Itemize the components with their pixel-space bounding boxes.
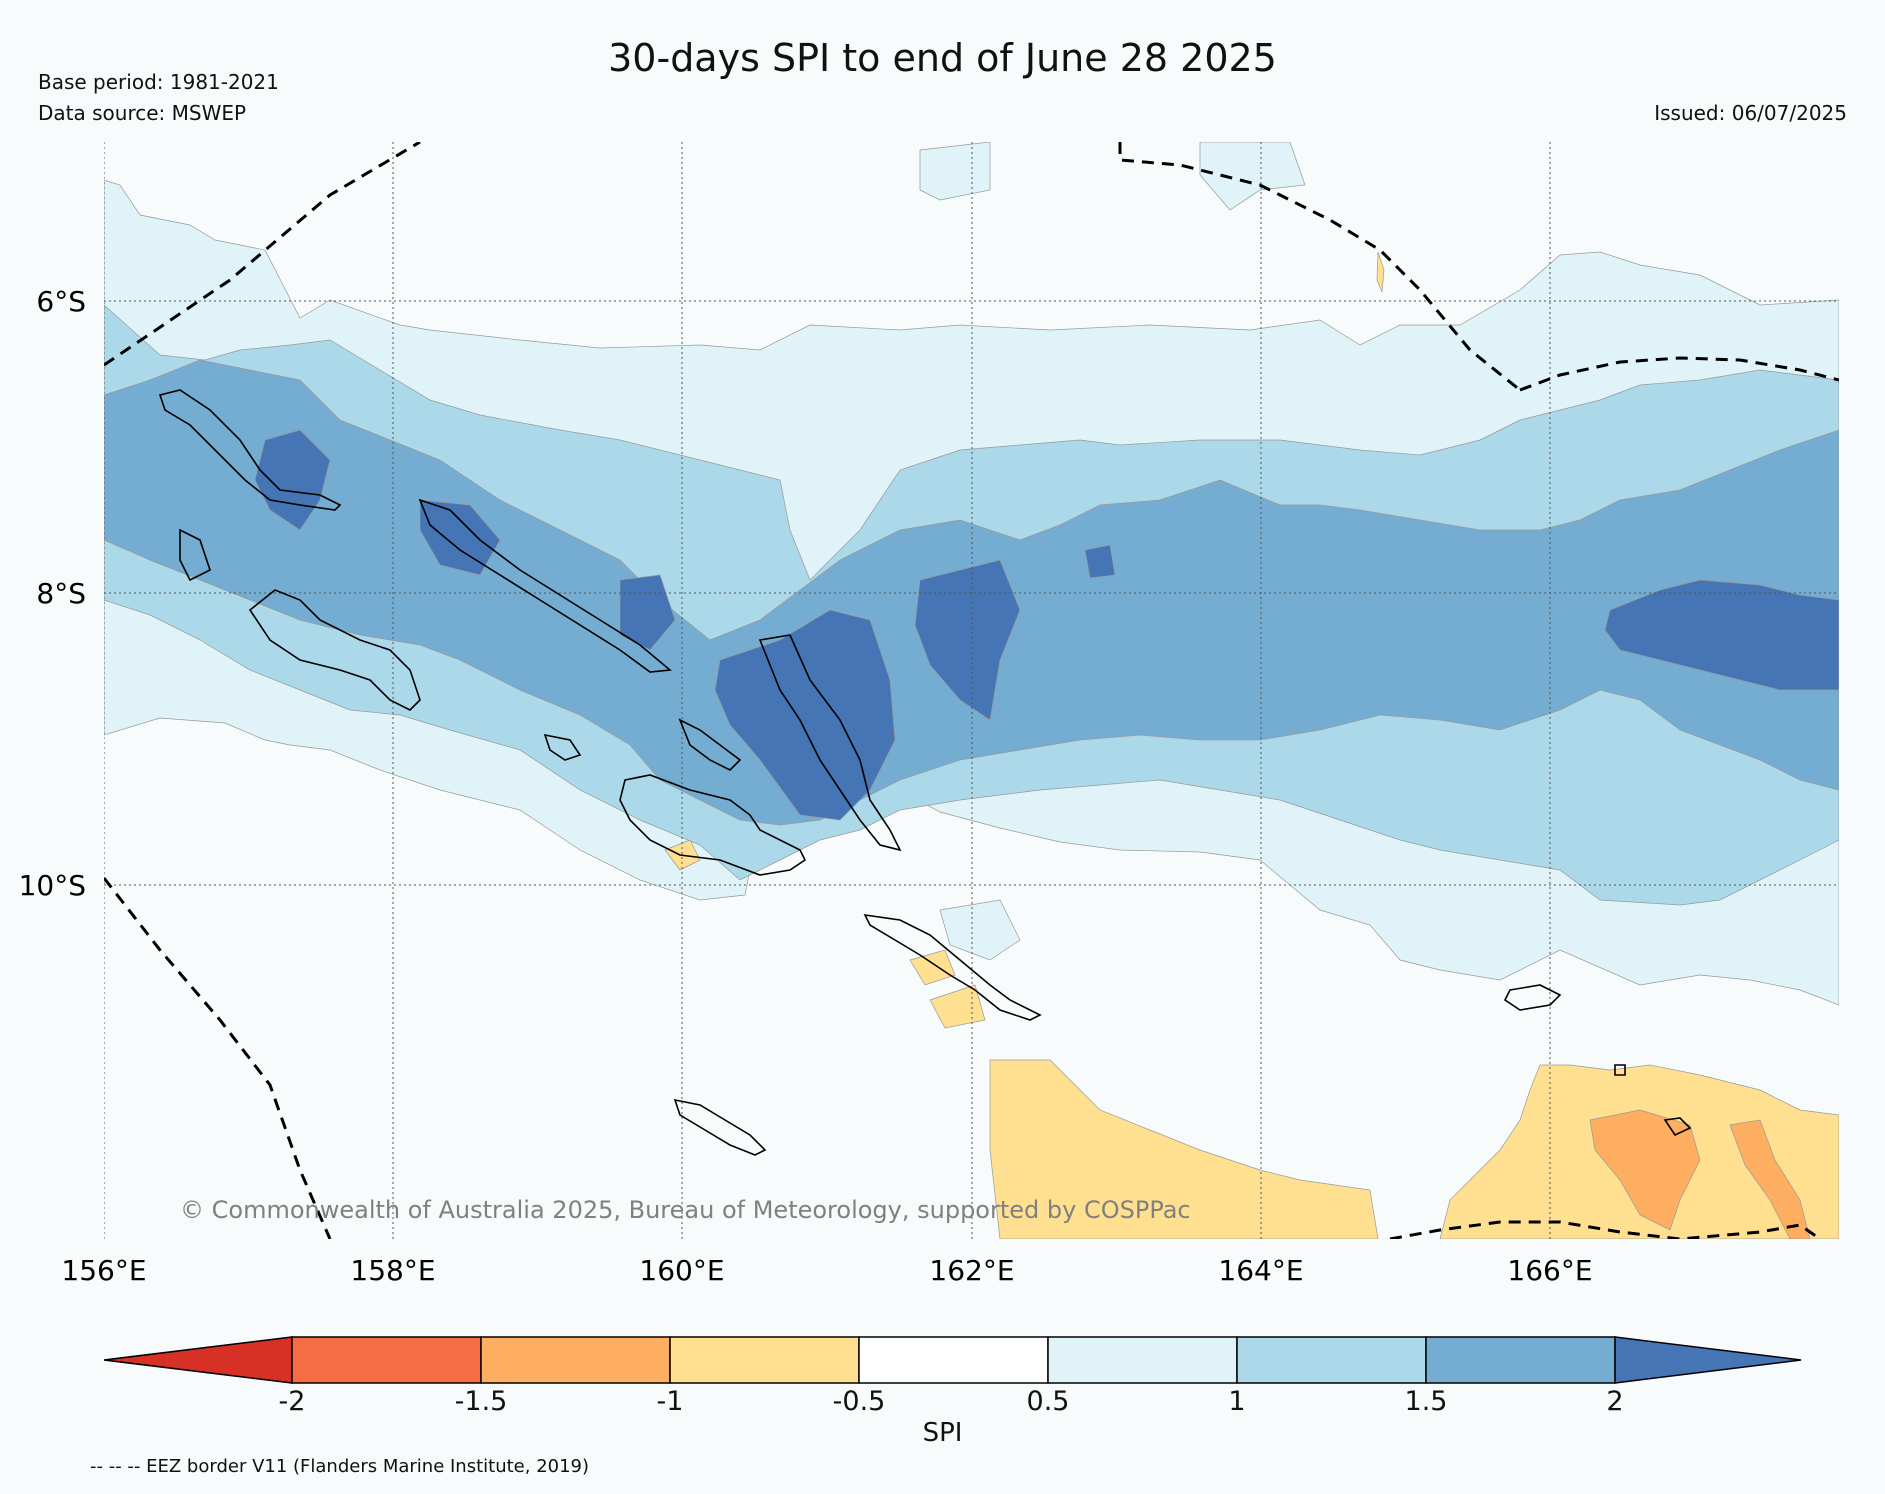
colorbar-tick-m2: -2 <box>278 1386 306 1417</box>
colorbar-tick-m0-5: -0.5 <box>832 1386 886 1417</box>
eez-border-north <box>1118 142 1521 392</box>
lon-label-158e: 158°E <box>350 1254 435 1287</box>
colorbar-segment-1-1-5 <box>1236 1336 1427 1384</box>
data-source-text: Data source: MSWEP <box>38 101 247 125</box>
spi-dry-patch-c <box>929 984 986 1029</box>
lon-label-156e: 156°E <box>61 1254 146 1287</box>
spi-patch-gt2-f <box>1084 544 1116 579</box>
lat-label-6s: 6°S <box>36 285 86 318</box>
colorbar-segment-0-5-1 <box>1047 1336 1238 1384</box>
spi-patch-gt2-c <box>619 574 676 651</box>
spi-dry-region-south <box>989 1059 1379 1239</box>
map-area: © Commonwealth of Australia 2025, Bureau… <box>104 142 1839 1239</box>
lat-label-10s: 10°S <box>19 869 86 902</box>
map-title: 30-days SPI to end of June 28 2025 <box>608 36 1277 80</box>
coastline-small-islands-b <box>1503 984 1562 1011</box>
colorbar-segment-m2-m1-5 <box>291 1336 482 1384</box>
eez-borders <box>104 142 1839 1239</box>
colorbar-segment-gt-2 <box>1614 1336 1802 1384</box>
coastline-small-islands-c <box>1663 1117 1692 1137</box>
coastline-guadalcanal <box>619 774 807 876</box>
colorbar-label: SPI <box>922 1418 963 1448</box>
coastline-bougainville <box>158 389 342 511</box>
coastline-small-islands-d <box>1614 1064 1626 1076</box>
coastlines <box>158 389 1692 1156</box>
copyright-text: © Commonwealth of Australia 2025, Bureau… <box>180 1196 1191 1224</box>
gridlines <box>104 142 1839 1239</box>
base-period-text: Base period: 1981-2021 <box>38 70 279 94</box>
spi-patch-south <box>939 899 1021 961</box>
issued-date-text: Issued: 06/07/2025 <box>1654 101 1847 125</box>
colorbar-segment-m0-5-0-5 <box>858 1336 1049 1384</box>
coastline-new-georgia <box>248 589 421 711</box>
colorbar-segment-m1-m0-5 <box>669 1336 860 1384</box>
colorbar-tick-m1: -1 <box>656 1386 684 1417</box>
spi-dry-patch-b <box>909 949 956 986</box>
coastline-rennell <box>673 1098 767 1156</box>
eez-border-southwest <box>104 877 332 1239</box>
colorbar-tick-m1-5: -1.5 <box>454 1386 508 1417</box>
lon-label-162e: 162°E <box>929 1254 1014 1287</box>
spi-patch-north <box>919 142 991 201</box>
lon-label-160e: 160°E <box>639 1254 724 1287</box>
lon-label-164e: 164°E <box>1218 1254 1303 1287</box>
colorbar-tick-1-5: 1.5 <box>1404 1386 1448 1417</box>
spi-dry-patch-f <box>1729 1119 1811 1239</box>
spi-patch-gt2-d <box>714 609 896 821</box>
coastline-makira <box>863 913 1042 1021</box>
lon-label-166e: 166°E <box>1507 1254 1592 1287</box>
coastline-choiseul <box>418 498 672 673</box>
coastline-santa-isabel <box>758 634 902 852</box>
coastline-malaita <box>678 718 742 771</box>
lat-label-8s: 8°S <box>36 577 86 610</box>
colorbar-segment-lt-m2 <box>103 1336 293 1384</box>
coastline-vella-lavella <box>179 528 211 582</box>
spi-patch-gt2-a <box>254 429 331 531</box>
spi-patch-gt2-e <box>914 559 1021 721</box>
colorbar-segment-1-5-2 <box>1425 1336 1616 1384</box>
colorbar-tick-2: 2 <box>1606 1386 1624 1417</box>
spi-patch-gt2-g <box>1604 579 1839 691</box>
spi-dry-patch-e <box>1589 1109 1701 1231</box>
coastline-small-islands-a <box>543 733 582 761</box>
eez-border-south <box>1389 1220 1821 1239</box>
colorbar-tick-1: 1 <box>1228 1386 1246 1417</box>
colorbar-segment-m1-5-m1 <box>480 1336 671 1384</box>
spi-patch-gt2-b <box>419 499 501 576</box>
eez-border-northeast <box>1519 356 1839 392</box>
eez-footnote: -- -- -- EEZ border V11 (Flanders Marine… <box>90 1456 590 1477</box>
spi-patch-northeast <box>1199 142 1306 211</box>
colorbar <box>103 1336 1802 1384</box>
colorbar-tick-0-5: 0.5 <box>1026 1386 1070 1417</box>
spi-dry-patch-d <box>1376 251 1385 293</box>
